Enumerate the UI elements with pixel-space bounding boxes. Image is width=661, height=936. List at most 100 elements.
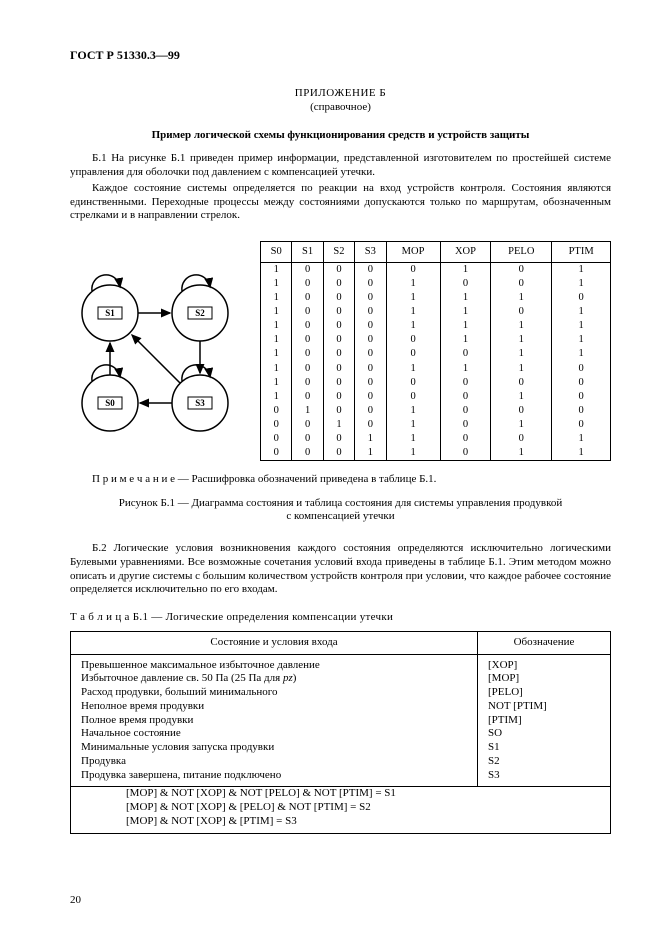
table-row: 10001111 [261,319,611,333]
table-row: [MOP] & NOT [XOP] & [PTIM] = S3 [71,815,611,833]
state-cell: 0 [491,432,552,446]
state-col-header: MOP [386,242,440,263]
defs-symbol-cell: S3 [478,769,611,787]
state-cell: 0 [323,432,354,446]
state-cell: 0 [292,362,323,376]
state-cell: 0 [491,263,552,278]
state-cell: 1 [323,418,354,432]
page-number: 20 [70,894,81,908]
table-row: 00011011 [261,446,611,461]
table-row: 10000010 [261,390,611,404]
defs-state-cell: Превышенное максимальное избыточное давл… [71,654,478,672]
state-cell: 1 [440,305,491,319]
state-cell: 1 [386,291,440,305]
state-cell: 1 [491,347,552,361]
state-cell: 0 [323,305,354,319]
state-cell: 0 [355,404,386,418]
state-cell: 1 [552,263,611,278]
state-cell: 0 [491,404,552,418]
state-cell: 0 [292,418,323,432]
state-diagram: S1 S2 S0 S3 [70,241,260,448]
state-cell: 0 [323,362,354,376]
paragraph-b2: Б.2 Логические условия возникновения каж… [70,542,611,597]
state-cell: 0 [386,263,440,278]
state-cell: 0 [292,376,323,390]
table-row: Неполное время продувкиNOT [PTIM] [71,700,611,714]
state-cell: 1 [386,432,440,446]
state-cell: 0 [440,347,491,361]
state-cell: 0 [292,319,323,333]
state-cell: 0 [440,277,491,291]
state-cell: 1 [552,446,611,461]
state-cell: 1 [440,263,491,278]
table-row: [MOP] & NOT [XOP] & NOT [PELO] & NOT [PT… [71,787,611,801]
state-cell: 0 [323,446,354,461]
state-cell: 1 [261,277,292,291]
table-row: Расход продувки, больший минимального[PE… [71,686,611,700]
state-cell: 1 [491,446,552,461]
state-cell: 0 [440,432,491,446]
figure-row: S1 S2 S0 S3 S0S1S2S3MOPXOPPELOPTIM 1 [70,241,611,461]
defs-header-sym: Обозначение [478,631,611,654]
state-cell: 0 [323,319,354,333]
table-row: 00101010 [261,418,611,432]
svg-text:S2: S2 [195,308,205,318]
equation-cell: [MOP] & NOT [XOP] & [PELO] & NOT [PTIM] … [71,801,611,815]
state-cell: 0 [386,390,440,404]
state-cell: 1 [491,390,552,404]
defs-symbol-cell: [XOP] [478,654,611,672]
state-cell: 0 [355,376,386,390]
state-cell: 0 [323,404,354,418]
state-cell: 0 [552,362,611,376]
appendix-subtitle: (справочное) [70,101,611,115]
state-cell: 1 [440,333,491,347]
figure-caption: Рисунок Б.1 — Диаграмма состояния и табл… [70,497,611,525]
table-row: Продувка завершена, питание подключеноS3 [71,769,611,787]
table-row: 10000011 [261,347,611,361]
paragraph-b1-a: Б.1 На рисунке Б.1 приведен пример инфор… [70,152,611,180]
defs-symbol-cell: SO [478,727,611,741]
defs-state-cell: Минимальные условия запуска продувки [71,741,478,755]
state-cell: 1 [491,418,552,432]
state-cell: 0 [440,404,491,418]
state-cell: 0 [440,390,491,404]
state-cell: 0 [292,305,323,319]
state-cell: 1 [552,347,611,361]
defs-symbol-cell: [PTIM] [478,714,611,728]
state-cell: 1 [386,418,440,432]
state-cell: 0 [355,319,386,333]
state-cell: 1 [261,305,292,319]
table-row: 10001110 [261,291,611,305]
state-cell: 1 [386,404,440,418]
state-cell: 0 [292,263,323,278]
state-cell: 0 [292,347,323,361]
defs-state-cell: Неполное время продувки [71,700,478,714]
table-row: 01001000 [261,404,611,418]
state-cell: 0 [552,291,611,305]
state-cell: 1 [261,362,292,376]
state-col-header: S1 [292,242,323,263]
state-cell: 0 [292,390,323,404]
equation-cell: [MOP] & NOT [XOP] & NOT [PELO] & NOT [PT… [71,787,611,801]
defs-state-cell: Начальное состояние [71,727,478,741]
state-cell: 0 [292,446,323,461]
state-cell: 0 [355,263,386,278]
state-cell: 0 [491,305,552,319]
state-cell: 1 [261,319,292,333]
figure-caption-line2: с компенсацией утечки [286,510,394,522]
svg-text:S3: S3 [195,398,205,408]
state-cell: 0 [355,305,386,319]
state-col-header: S3 [355,242,386,263]
figure-caption-line1: Рисунок Б.1 — Диаграмма состояния и табл… [119,497,563,509]
state-cell: 1 [386,305,440,319]
state-cell: 1 [261,390,292,404]
state-cell: 0 [355,418,386,432]
state-cell: 1 [491,333,552,347]
state-cell: 1 [355,432,386,446]
state-cell: 0 [386,347,440,361]
defs-state-cell: Расход продувки, больший минимального [71,686,478,700]
definitions-table: Состояние и условия входа Обозначение Пр… [70,631,611,834]
state-cell: 0 [552,390,611,404]
state-cell: 1 [261,333,292,347]
state-cell: 0 [355,347,386,361]
